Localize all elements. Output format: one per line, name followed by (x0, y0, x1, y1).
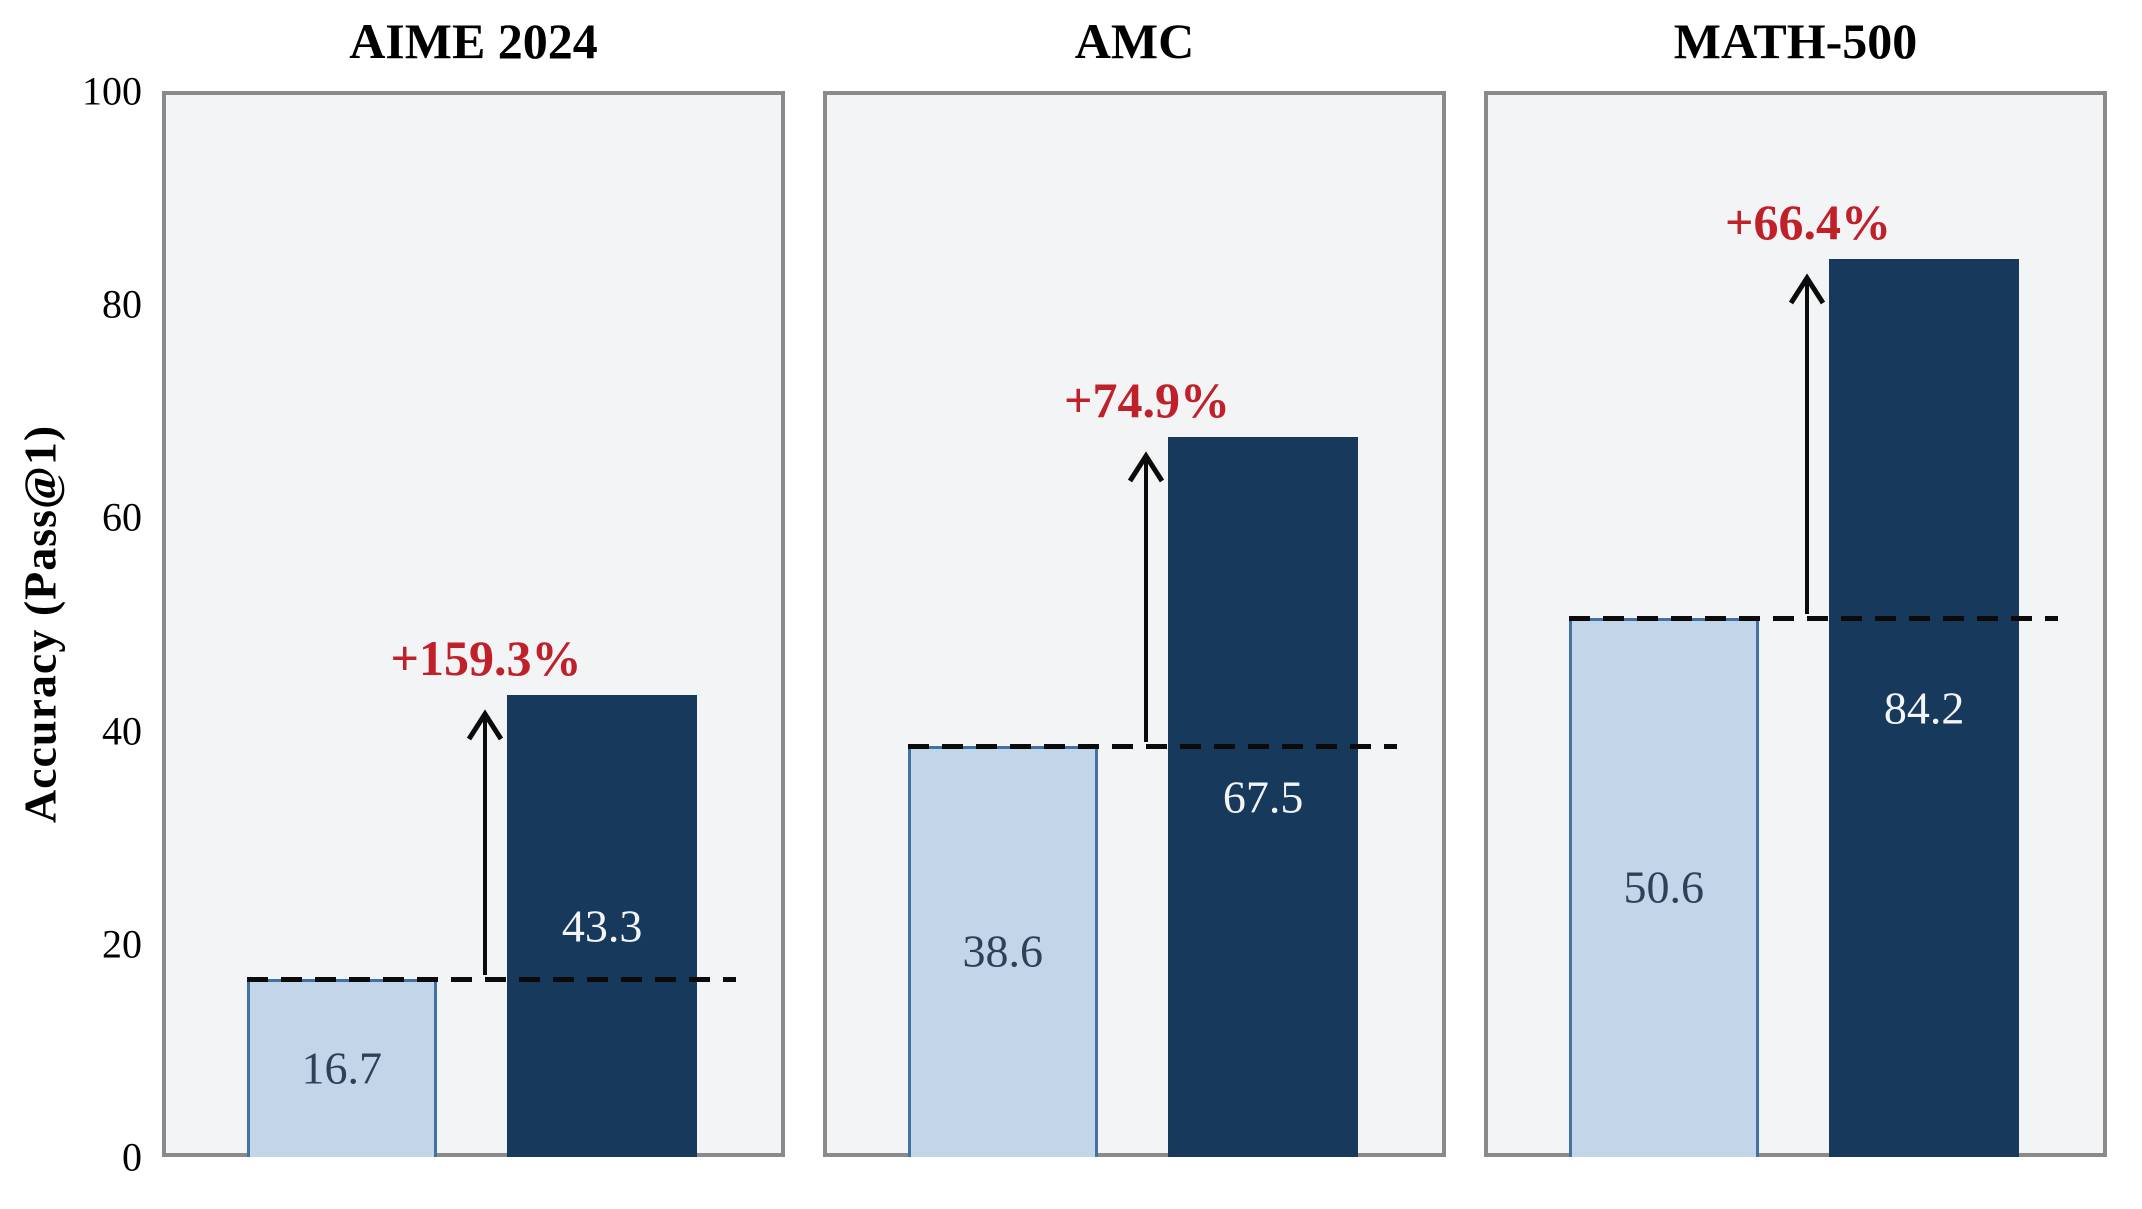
improvement-percent-label: +74.9% (1063, 372, 1230, 429)
y-tick-label: 80 (102, 281, 142, 327)
subplot-amc: 38.6 67.5 +74.9% (823, 91, 1446, 1157)
y-tick-label: 40 (102, 708, 142, 754)
y-tick-label: 60 (102, 494, 142, 540)
subplot-math-500: 50.6 84.2 +66.4% (1484, 91, 2107, 1157)
improvement-arrow-shaft (1143, 461, 1148, 742)
improvement-arrow-shaft (482, 719, 487, 975)
panel-title-aime-2024: AIME 2024 (349, 13, 598, 69)
improved-value-label: 67.5 (1222, 771, 1304, 823)
y-tick-label: 100 (82, 68, 142, 114)
improvement-arrow-shaft (1804, 283, 1809, 614)
improvement-percent-label: +66.4% (1724, 194, 1891, 251)
baseline-value-label: 50.6 (1623, 861, 1704, 913)
baseline-value-label: 16.7 (301, 1042, 382, 1094)
improvement-percent-label: +159.3% (390, 630, 582, 687)
improvement-arrow-head-icon (466, 709, 503, 741)
improved-value-label: 43.3 (561, 900, 643, 952)
improvement-arrow-head-icon (1788, 273, 1825, 305)
subplot-aime-2024: 16.7 43.3 +159.3% (162, 91, 785, 1157)
y-axis-tick-labels: 100 80 60 40 20 0 (0, 69, 148, 1180)
y-tick-label: 0 (122, 1134, 142, 1180)
baseline-value-label: 38.6 (962, 925, 1043, 977)
improved-bar (507, 695, 698, 1157)
improved-bar (1168, 437, 1359, 1157)
improved-bar (1829, 259, 2020, 1157)
improvement-arrow-head-icon (1127, 451, 1164, 483)
panel-title-amc: AMC (1074, 13, 1195, 69)
improved-value-label: 84.2 (1883, 682, 1965, 734)
panel-title-math-500: MATH-500 (1673, 13, 1918, 69)
y-tick-label: 20 (102, 921, 142, 967)
baseline-bar (1568, 617, 1759, 1157)
baseline-dashed-line (1568, 615, 2059, 621)
baseline-dashed-line (907, 743, 1398, 749)
baseline-dashed-line (246, 976, 737, 982)
